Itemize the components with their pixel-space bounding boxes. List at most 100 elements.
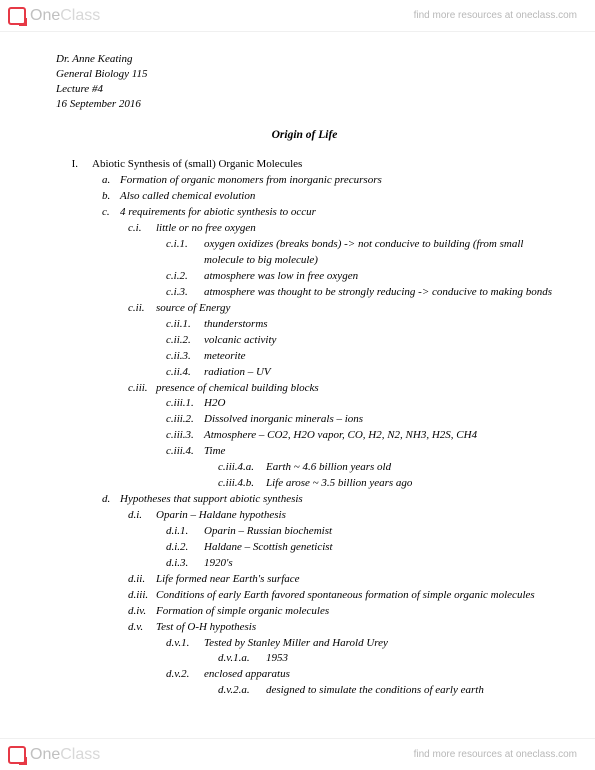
outline-row: c.iii.4.Time xyxy=(56,444,553,460)
outline-number: d.v.2.a. xyxy=(218,683,266,699)
outline-text: little or no free oxygen xyxy=(156,221,553,237)
outline-number: d.i.1. xyxy=(166,524,204,540)
outline-text: Atmosphere – CO2, H2O vapor, CO, H2, N2,… xyxy=(204,428,553,444)
outline-row: c.i.1.oxygen oxidizes (breaks bonds) -> … xyxy=(56,237,553,269)
outline-row: d.i.1.Oparin – Russian biochemist xyxy=(56,524,553,540)
outline-text: source of Energy xyxy=(156,301,553,317)
outline-number: c.iii.1. xyxy=(166,396,204,412)
page-title: Origin of Life xyxy=(56,129,553,141)
outline-text: 1953 xyxy=(266,651,553,667)
outline-text: enclosed apparatus xyxy=(204,667,553,683)
outline-number: d.iv. xyxy=(128,604,156,620)
lecture-line: Lecture #4 xyxy=(56,82,553,97)
outline-text: Oparin – Haldane hypothesis xyxy=(156,508,553,524)
outline-text: thunderstorms xyxy=(204,317,553,333)
outline-number: c.i.1. xyxy=(166,237,204,269)
outline-row: d.ii.Life formed near Earth's surface xyxy=(56,572,553,588)
page-content: Dr. Anne Keating General Biology 115 Lec… xyxy=(0,32,595,709)
outline-row: c.i.3.atmosphere was thought to be stron… xyxy=(56,285,553,301)
course-line: General Biology 115 xyxy=(56,67,553,82)
outline-number: c.iii.4.a. xyxy=(218,460,266,476)
footer-resources-link[interactable]: find more resources at oneclass.com xyxy=(414,749,577,760)
outline-number: I. xyxy=(56,157,92,173)
outline-number: c.iii. xyxy=(128,381,156,397)
outline-number: d.v.2. xyxy=(166,667,204,683)
outline-number: d.v. xyxy=(128,620,156,636)
outline-text: 1920's xyxy=(204,556,553,572)
outline-number: d.iii. xyxy=(128,588,156,604)
header-bar: OneClass find more resources at oneclass… xyxy=(0,0,595,32)
outline-row: d.v.2.a.designed to simulate the conditi… xyxy=(56,683,553,699)
outline-number: c.i.2. xyxy=(166,269,204,285)
outline-text: Haldane – Scottish geneticist xyxy=(204,540,553,556)
outline-row: c.iii.4.b.Life arose ~ 3.5 billion years… xyxy=(56,476,553,492)
outline-number: c.iii.3. xyxy=(166,428,204,444)
outline-row: d.v.1.a.1953 xyxy=(56,651,553,667)
outline-number: d. xyxy=(102,492,120,508)
outline-row: d.i.Oparin – Haldane hypothesis xyxy=(56,508,553,524)
outline-row: d.iv.Formation of simple organic molecul… xyxy=(56,604,553,620)
logo-text-one: One xyxy=(30,7,60,25)
outline-number: a. xyxy=(102,173,120,189)
outline-number: d.ii. xyxy=(128,572,156,588)
outline-row: c.iii.presence of chemical building bloc… xyxy=(56,381,553,397)
outline-number: c.iii.4.b. xyxy=(218,476,266,492)
footer-bar: OneClass find more resources at oneclass… xyxy=(0,738,595,770)
logo[interactable]: OneClass xyxy=(8,7,100,25)
outline-number: c.i.3. xyxy=(166,285,204,301)
logo-icon xyxy=(8,746,26,764)
outline-row: c.ii.source of Energy xyxy=(56,301,553,317)
outline-text: oxygen oxidizes (breaks bonds) -> not co… xyxy=(204,237,553,269)
outline-row: c.iii.1.H2O xyxy=(56,396,553,412)
footer-logo[interactable]: OneClass xyxy=(8,746,100,764)
outline-text: Tested by Stanley Miller and Harold Urey xyxy=(204,636,553,652)
outline-row: c.iii.4.a.Earth ~ 4.6 billion years old xyxy=(56,460,553,476)
logo-text-class: Class xyxy=(60,746,100,764)
outline-row: c.iii.3.Atmosphere – CO2, H2O vapor, CO,… xyxy=(56,428,553,444)
outline-row: c.i.2.atmosphere was low in free oxygen xyxy=(56,269,553,285)
outline: I.Abiotic Synthesis of (small) Organic M… xyxy=(56,157,553,699)
outline-row: d.iii.Conditions of early Earth favored … xyxy=(56,588,553,604)
header-resources-link[interactable]: find more resources at oneclass.com xyxy=(414,10,577,21)
outline-number: c.iii.2. xyxy=(166,412,204,428)
outline-text: Time xyxy=(204,444,553,460)
outline-number: c.ii.1. xyxy=(166,317,204,333)
logo-text-one: One xyxy=(30,746,60,764)
outline-text: Life formed near Earth's surface xyxy=(156,572,553,588)
outline-row: c.ii.2.volcanic activity xyxy=(56,333,553,349)
document-meta: Dr. Anne Keating General Biology 115 Lec… xyxy=(56,52,553,111)
outline-number: c.ii.3. xyxy=(166,349,204,365)
outline-number: c. xyxy=(102,205,120,221)
outline-row: d.v.1.Tested by Stanley Miller and Harol… xyxy=(56,636,553,652)
outline-text: Earth ~ 4.6 billion years old xyxy=(266,460,553,476)
outline-number: d.i.3. xyxy=(166,556,204,572)
outline-row: d.Hypotheses that support abiotic synthe… xyxy=(56,492,553,508)
outline-number: c.ii.2. xyxy=(166,333,204,349)
outline-text: Formation of organic monomers from inorg… xyxy=(120,173,553,189)
outline-row: c.iii.2.Dissolved inorganic minerals – i… xyxy=(56,412,553,428)
outline-text: radiation – UV xyxy=(204,365,553,381)
outline-text: Conditions of early Earth favored sponta… xyxy=(156,588,553,604)
outline-text: Dissolved inorganic minerals – ions xyxy=(204,412,553,428)
outline-row: c.ii.1.thunderstorms xyxy=(56,317,553,333)
outline-number: c.iii.4. xyxy=(166,444,204,460)
outline-text: Life arose ~ 3.5 billion years ago xyxy=(266,476,553,492)
outline-row: c.ii.3.meteorite xyxy=(56,349,553,365)
instructor-line: Dr. Anne Keating xyxy=(56,52,553,67)
outline-text: atmosphere was low in free oxygen xyxy=(204,269,553,285)
outline-text: Formation of simple organic molecules xyxy=(156,604,553,620)
outline-row: d.i.2.Haldane – Scottish geneticist xyxy=(56,540,553,556)
outline-number: c.i. xyxy=(128,221,156,237)
outline-text: H2O xyxy=(204,396,553,412)
outline-number: c.ii. xyxy=(128,301,156,317)
outline-text: Hypotheses that support abiotic synthesi… xyxy=(120,492,553,508)
outline-text: atmosphere was thought to be strongly re… xyxy=(204,285,553,301)
outline-row: c.4 requirements for abiotic synthesis t… xyxy=(56,205,553,221)
outline-row: c.i.little or no free oxygen xyxy=(56,221,553,237)
outline-text: volcanic activity xyxy=(204,333,553,349)
outline-number: b. xyxy=(102,189,120,205)
outline-row: d.v.Test of O-H hypothesis xyxy=(56,620,553,636)
outline-number: d.i.2. xyxy=(166,540,204,556)
outline-text: 4 requirements for abiotic synthesis to … xyxy=(120,205,553,221)
date-line: 16 September 2016 xyxy=(56,97,553,112)
